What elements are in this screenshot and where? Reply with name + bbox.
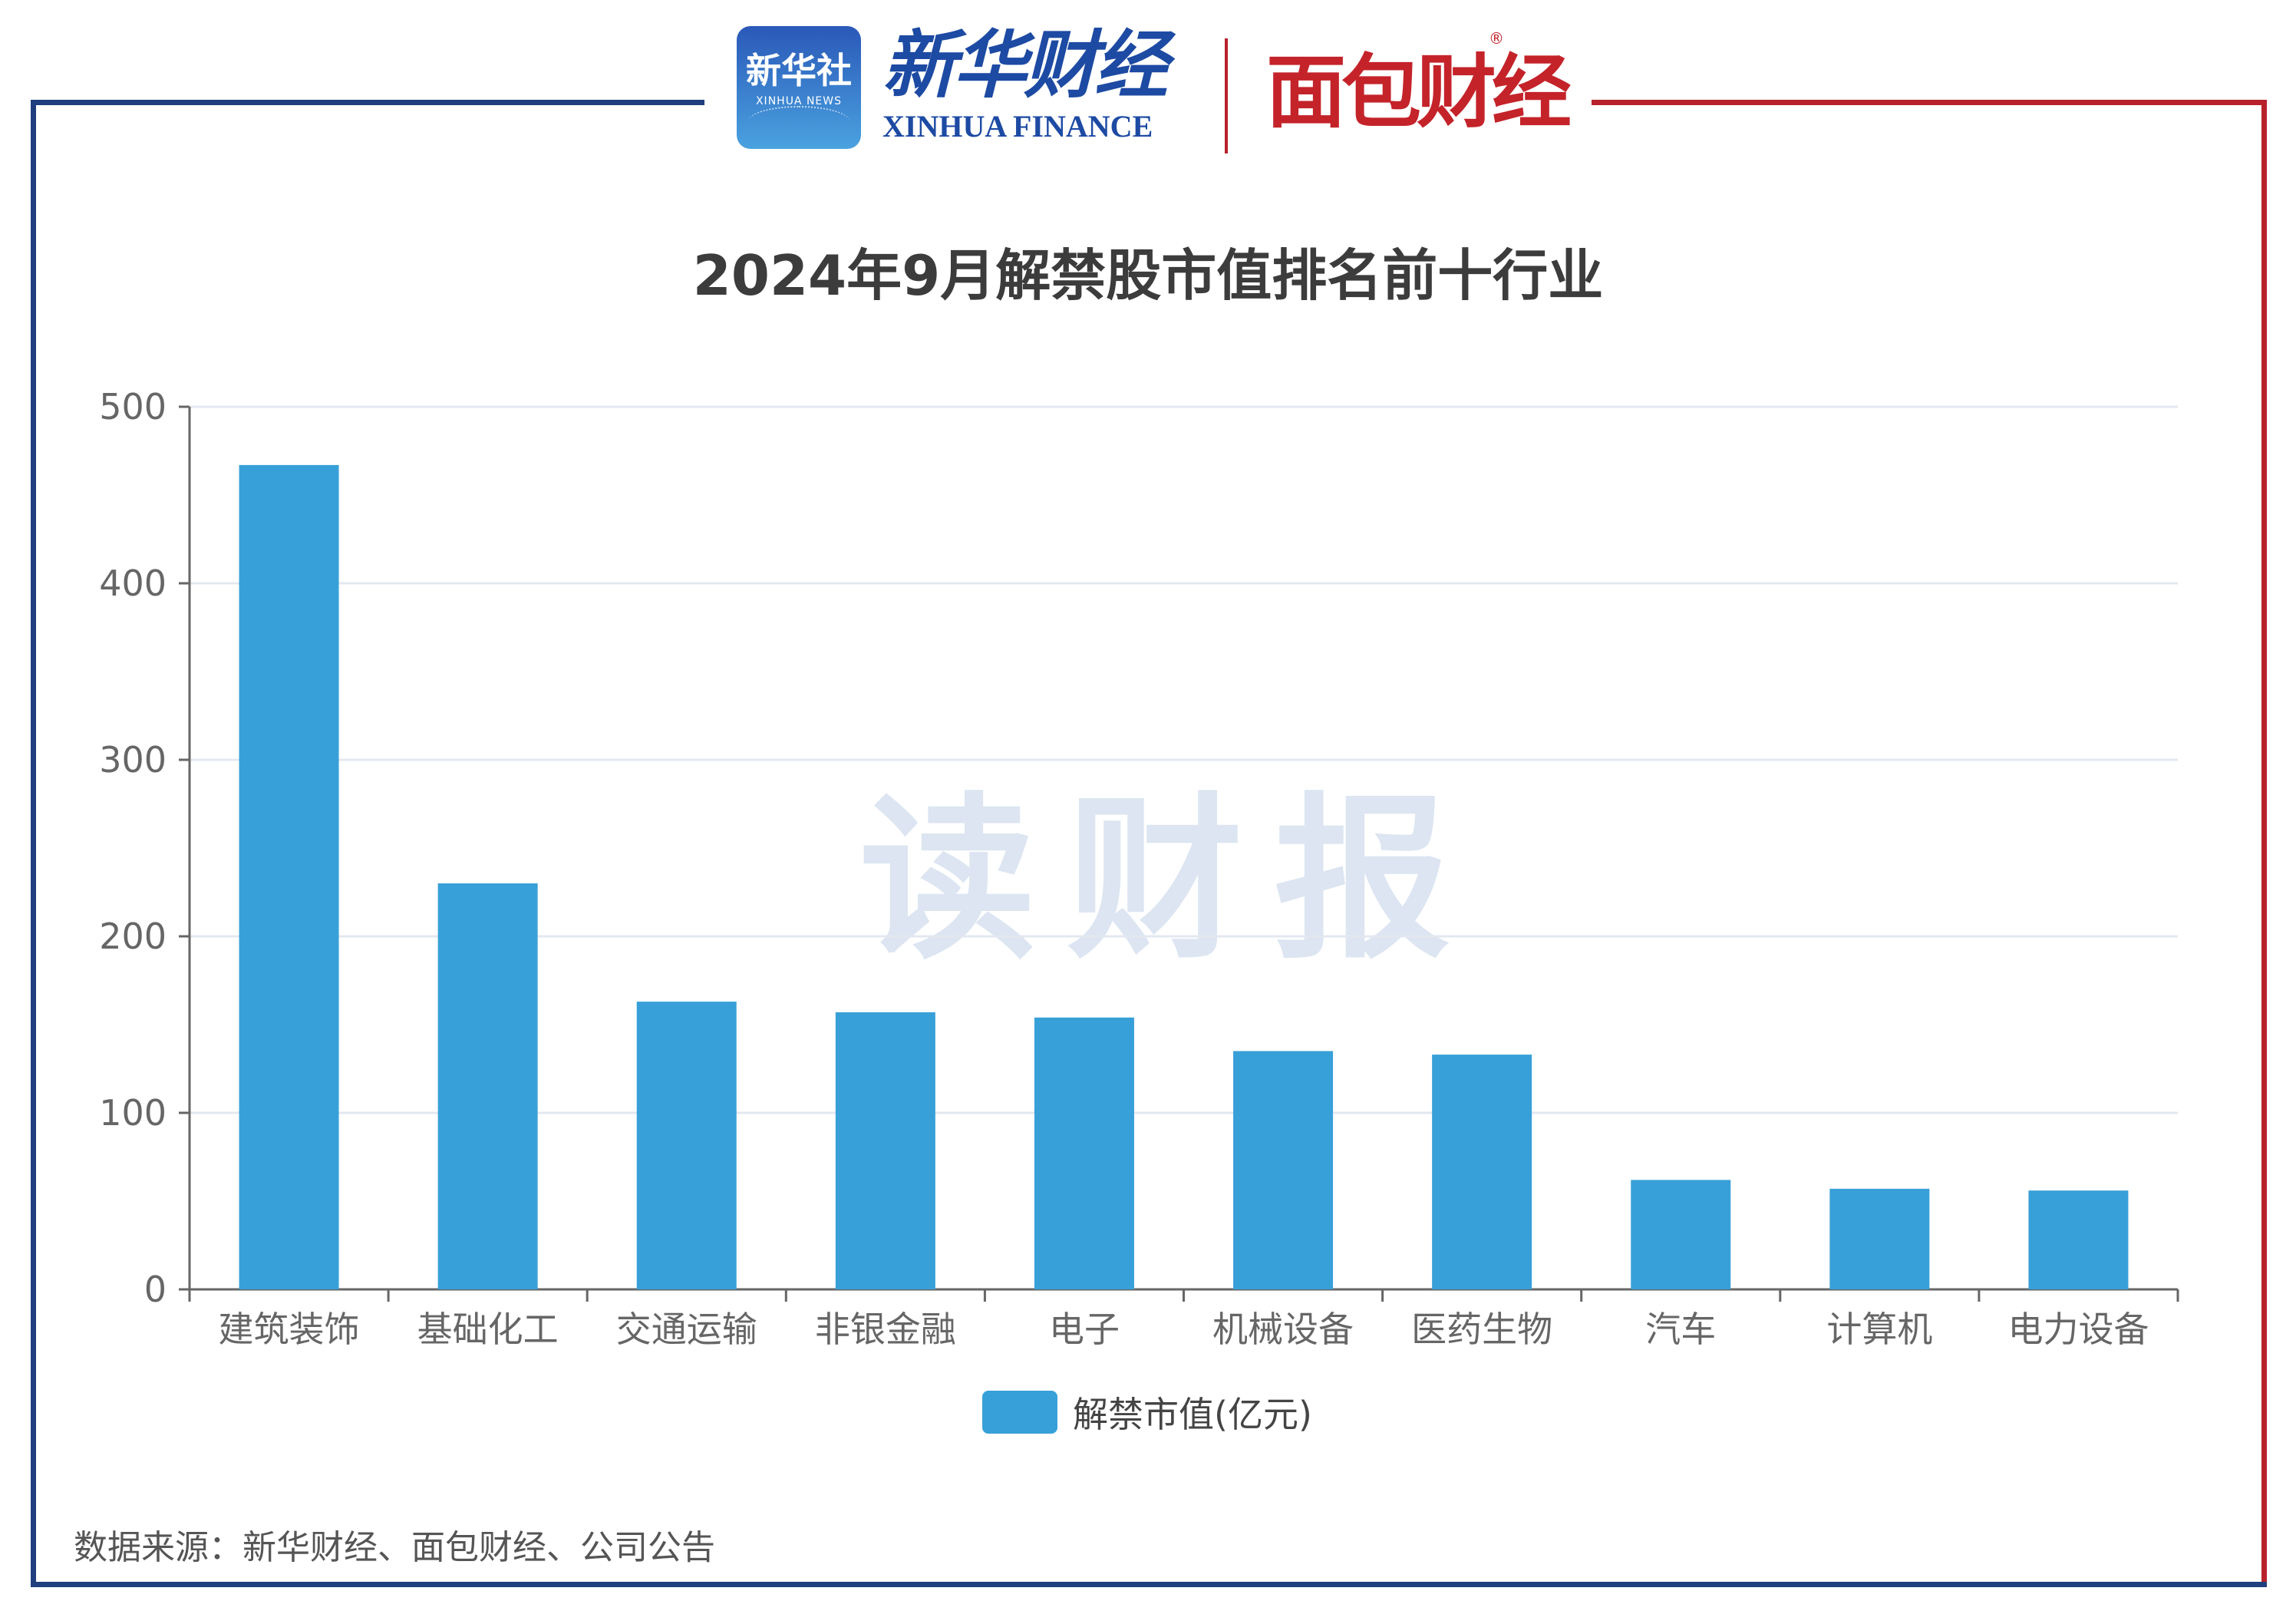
registered-mark: ® [1489,29,1504,48]
x-tick-label: 汽车 [1645,1309,1716,1350]
xinhua-badge-en: XINHUA NEWS [755,95,843,107]
xinhua-finance-cn: 新华财经 [882,21,1168,108]
x-tick-label: 机械设备 [1212,1309,1354,1350]
y-tick-label: 500 [99,386,167,427]
xinhua-finance-en: XINHUA FINANCE [882,109,1153,144]
mianbao-logo: 面包财经 [1266,45,1572,139]
x-tick-label: 非银金融 [815,1309,956,1350]
frame-bottom [704,1582,2267,1587]
xinhua-badge-text: 新华社 [746,50,852,91]
bar [1233,1051,1334,1289]
bar [1829,1188,1930,1289]
frame-right-top [1592,100,2267,105]
bar [2028,1190,2129,1289]
bar [636,1002,737,1289]
legend: 解禁市值(亿元) [982,1389,1312,1435]
x-tick-label: 基础化工 [417,1309,559,1350]
y-tick-label: 200 [99,916,167,957]
network-icon [747,106,850,138]
y-tick-label: 100 [99,1092,167,1134]
frame-left [31,100,704,1587]
source-note: 数据来源：新华财经、面包财经、公司公告 [74,1528,715,1567]
x-tick-label: 医药生物 [1411,1309,1552,1350]
legend-label: 解禁市值(亿元) [1073,1394,1312,1435]
bar [1432,1055,1532,1289]
xinhua-finance-logo: 新华财经 XINHUA FINANCE [882,23,1189,153]
x-tick-label: 计算机 [1826,1309,1932,1350]
xinhua-news-logo: 新华社 XINHUA NEWS [737,26,861,149]
bar [1034,1017,1134,1289]
bar [1631,1180,1731,1289]
legend-swatch [982,1391,1057,1434]
x-tick-label: 交通运输 [616,1309,757,1350]
y-tick-label: 400 [99,563,167,604]
x-tick-label: 电子 [1049,1309,1120,1350]
bar [437,883,538,1289]
x-tick-label: 电力设备 [2007,1309,2149,1350]
bar [239,464,339,1289]
x-tick-label: 建筑装饰 [219,1309,360,1350]
bar [835,1012,935,1289]
y-tick-label: 0 [144,1269,167,1310]
frame-right-side [2261,100,2267,1587]
y-tick-label: 300 [99,739,167,781]
logo-divider [1225,38,1228,153]
chart-title: 2024年9月解禁股市值排名前十行业 [692,243,1604,308]
frame-right [704,100,2267,1587]
watermark: 读财报 [859,778,1482,983]
logo-bar: 新华社 XINHUA NEWS 新华财经 XINHUA FINANCE 面包财经… [737,23,1573,161]
